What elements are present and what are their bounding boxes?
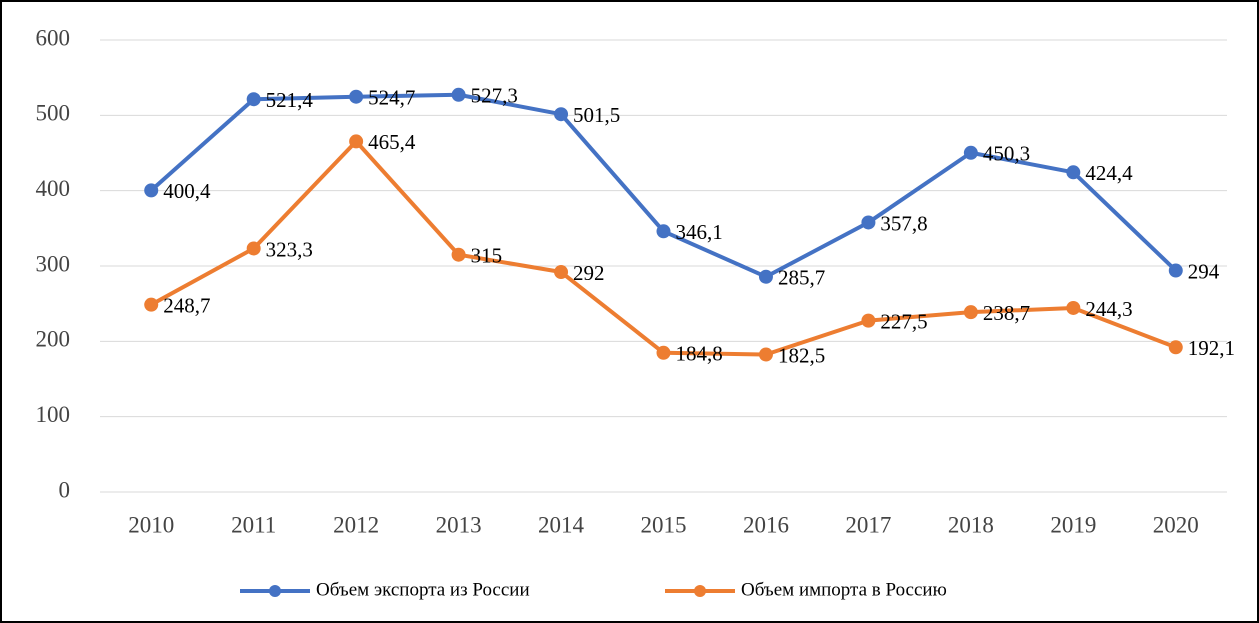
y-tick-label: 400 [36,176,71,201]
data-label: 315 [471,244,503,268]
series-marker [349,134,364,149]
data-label: 184,8 [676,342,723,366]
data-label: 323,3 [266,237,313,261]
data-label: 227,5 [880,309,927,333]
series-marker [963,305,978,320]
y-tick-label: 500 [36,101,71,126]
x-tick-label: 2017 [845,512,891,537]
data-label: 294 [1188,259,1220,283]
data-label: 450,3 [983,142,1030,166]
series-marker [758,347,773,362]
series-marker [963,145,978,160]
series-marker [451,247,466,262]
series-marker [758,269,773,284]
series-marker [349,89,364,104]
series-marker [1168,263,1183,278]
y-tick-label: 300 [36,251,71,276]
y-tick-label: 100 [36,402,71,427]
series-marker [144,297,159,312]
data-label: 292 [573,261,605,285]
series-marker [1066,300,1081,315]
data-label: 285,7 [778,266,825,290]
x-tick-label: 2016 [743,512,789,537]
x-tick-label: 2012 [333,512,379,537]
x-tick-label: 2014 [538,512,585,537]
y-tick-label: 200 [36,327,71,352]
series-marker [246,92,261,107]
data-label: 521,4 [266,88,314,112]
x-tick-label: 2011 [231,512,276,537]
legend-marker [694,585,706,597]
data-label: 346,1 [676,220,723,244]
series-marker [451,87,466,102]
series-marker [554,265,569,280]
series-marker [861,215,876,230]
series-marker [246,241,261,256]
data-label: 524,7 [368,86,415,110]
data-label: 424,4 [1085,161,1133,185]
data-label: 238,7 [983,301,1030,325]
data-label: 248,7 [163,293,210,317]
data-label: 501,5 [573,103,620,127]
data-label: 244,3 [1085,297,1132,321]
data-label: 192,1 [1188,336,1235,360]
series-marker [554,107,569,122]
series-marker [656,345,671,360]
series-marker [656,224,671,239]
y-tick-label: 600 [36,25,71,50]
x-tick-label: 2010 [128,512,174,537]
x-tick-label: 2015 [641,512,687,537]
x-tick-label: 2019 [1050,512,1096,537]
data-label: 400,4 [163,179,211,203]
y-tick-label: 0 [59,477,71,502]
x-tick-label: 2020 [1153,512,1199,537]
data-label: 465,4 [368,130,416,154]
legend-label: Объем импорта в Россию [741,579,947,600]
legend-label: Объем экспорта из России [316,579,530,600]
data-label: 357,8 [880,211,927,235]
series-marker [1066,165,1081,180]
series-marker [144,183,159,198]
series-marker [861,313,876,328]
data-label: 527,3 [471,84,518,108]
x-tick-label: 2013 [436,512,482,537]
legend-marker [269,585,281,597]
series-marker [1168,340,1183,355]
x-tick-label: 2018 [948,512,994,537]
data-label: 182,5 [778,343,825,367]
